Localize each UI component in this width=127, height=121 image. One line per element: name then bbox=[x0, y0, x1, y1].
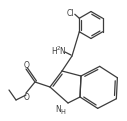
Text: H: H bbox=[51, 46, 57, 56]
Text: O: O bbox=[24, 92, 30, 102]
Text: H: H bbox=[60, 109, 65, 115]
Text: 2: 2 bbox=[56, 46, 60, 51]
Text: N: N bbox=[59, 46, 65, 56]
Text: O: O bbox=[24, 60, 30, 69]
Text: N: N bbox=[55, 106, 61, 114]
Text: Cl: Cl bbox=[67, 9, 74, 18]
